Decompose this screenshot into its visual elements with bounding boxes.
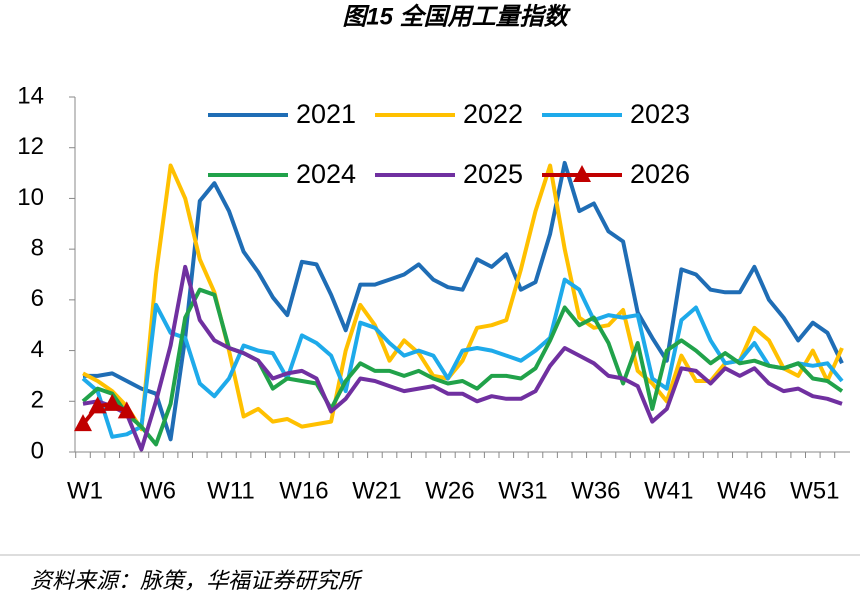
x-tick-label: W31 bbox=[498, 477, 547, 504]
chart-title: 图15 全国用工量指数 bbox=[342, 3, 571, 30]
legend-label: 2021 bbox=[296, 99, 356, 129]
x-tick-label: W36 bbox=[571, 477, 620, 504]
series-line bbox=[82, 264, 843, 452]
series-line bbox=[81, 277, 844, 439]
legend-marker bbox=[573, 165, 591, 182]
legend-label: 2025 bbox=[463, 159, 523, 189]
source-note: 资料来源：脉策，华福证券研究所 bbox=[30, 568, 363, 593]
y-tick-label: 8 bbox=[31, 234, 44, 261]
x-tick-label: W51 bbox=[790, 477, 839, 504]
x-tick-label: W16 bbox=[279, 477, 328, 504]
point-marker bbox=[117, 401, 136, 419]
point-marker bbox=[74, 414, 92, 432]
series-line bbox=[82, 163, 844, 432]
x-tick-label: W11 bbox=[207, 477, 255, 504]
y-tick-label: 10 bbox=[17, 184, 44, 211]
legend-label: 2022 bbox=[463, 99, 523, 129]
x-tick-label: W46 bbox=[717, 477, 766, 504]
legend-label: 2026 bbox=[630, 159, 690, 189]
y-tick-label: 2 bbox=[31, 387, 44, 414]
y-tick-label: 0 bbox=[31, 437, 44, 464]
point-marker bbox=[88, 396, 107, 414]
point-marker bbox=[103, 393, 122, 411]
x-tick-label: W6 bbox=[140, 477, 176, 504]
x-tick-label: W21 bbox=[352, 477, 401, 504]
y-tick-label: 12 bbox=[17, 133, 44, 160]
series-line bbox=[81, 287, 844, 447]
series-line bbox=[83, 160, 844, 442]
legend-label: 2023 bbox=[630, 99, 690, 129]
legend-label: 2024 bbox=[296, 159, 356, 189]
y-tick-label: 4 bbox=[31, 336, 44, 363]
x-tick-label: W26 bbox=[425, 477, 474, 504]
y-tick-label: 6 bbox=[31, 285, 44, 312]
series-line bbox=[81, 401, 128, 426]
x-tick-label: W41 bbox=[644, 477, 693, 504]
y-tick-label: 14 bbox=[17, 82, 44, 109]
x-tick-label: W1 bbox=[67, 477, 103, 504]
